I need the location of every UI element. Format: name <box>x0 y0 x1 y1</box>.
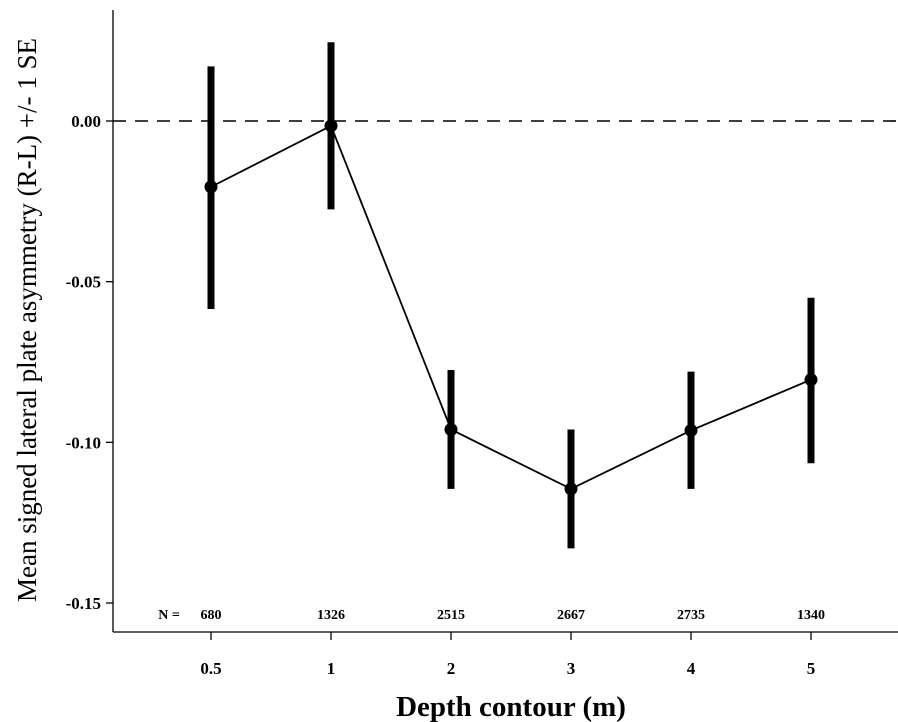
y-tick-label: -0.15 <box>66 594 101 613</box>
x-axis-ticks: 0.5 1 2 3 4 5 <box>200 632 815 678</box>
x-tick-label: 2 <box>447 659 456 678</box>
x-tick-label: 4 <box>687 659 696 678</box>
x-tick-label: 3 <box>567 659 576 678</box>
data-point <box>204 180 218 194</box>
mean-series <box>204 119 818 496</box>
data-point <box>804 373 818 387</box>
axes <box>112 10 898 633</box>
x-tick-label: 5 <box>807 659 816 678</box>
sample-size-label: 2667 <box>557 608 585 623</box>
y-tick-label: -0.10 <box>66 433 101 452</box>
x-axis-title: Depth contour (m) <box>396 691 626 722</box>
error-bars <box>207 42 815 549</box>
sample-size-label: 2515 <box>437 608 465 623</box>
x-tick-label: 1 <box>327 659 336 678</box>
sample-size-label: 1326 <box>317 608 345 623</box>
sample-size-label: 680 <box>201 608 222 623</box>
y-axis-ticks: 0.00 -0.05 -0.10 -0.15 <box>66 112 113 613</box>
sample-size-prefix: N = <box>158 608 180 623</box>
data-point <box>324 119 338 133</box>
data-point <box>444 422 458 436</box>
y-axis-title: Mean signed lateral plate asymmetry (R-L… <box>12 38 42 602</box>
x-tick-label: 0.5 <box>200 659 221 678</box>
sample-size-label: 2735 <box>677 608 705 623</box>
y-tick-label: 0.00 <box>71 112 101 131</box>
data-point <box>564 482 578 496</box>
sample-size-label: 1340 <box>797 608 825 623</box>
series-line <box>210 124 812 490</box>
data-point <box>684 423 698 437</box>
y-tick-label: -0.05 <box>66 273 101 292</box>
sample-size-labels: N = 680 1326 2515 2667 2735 1340 <box>158 608 825 623</box>
